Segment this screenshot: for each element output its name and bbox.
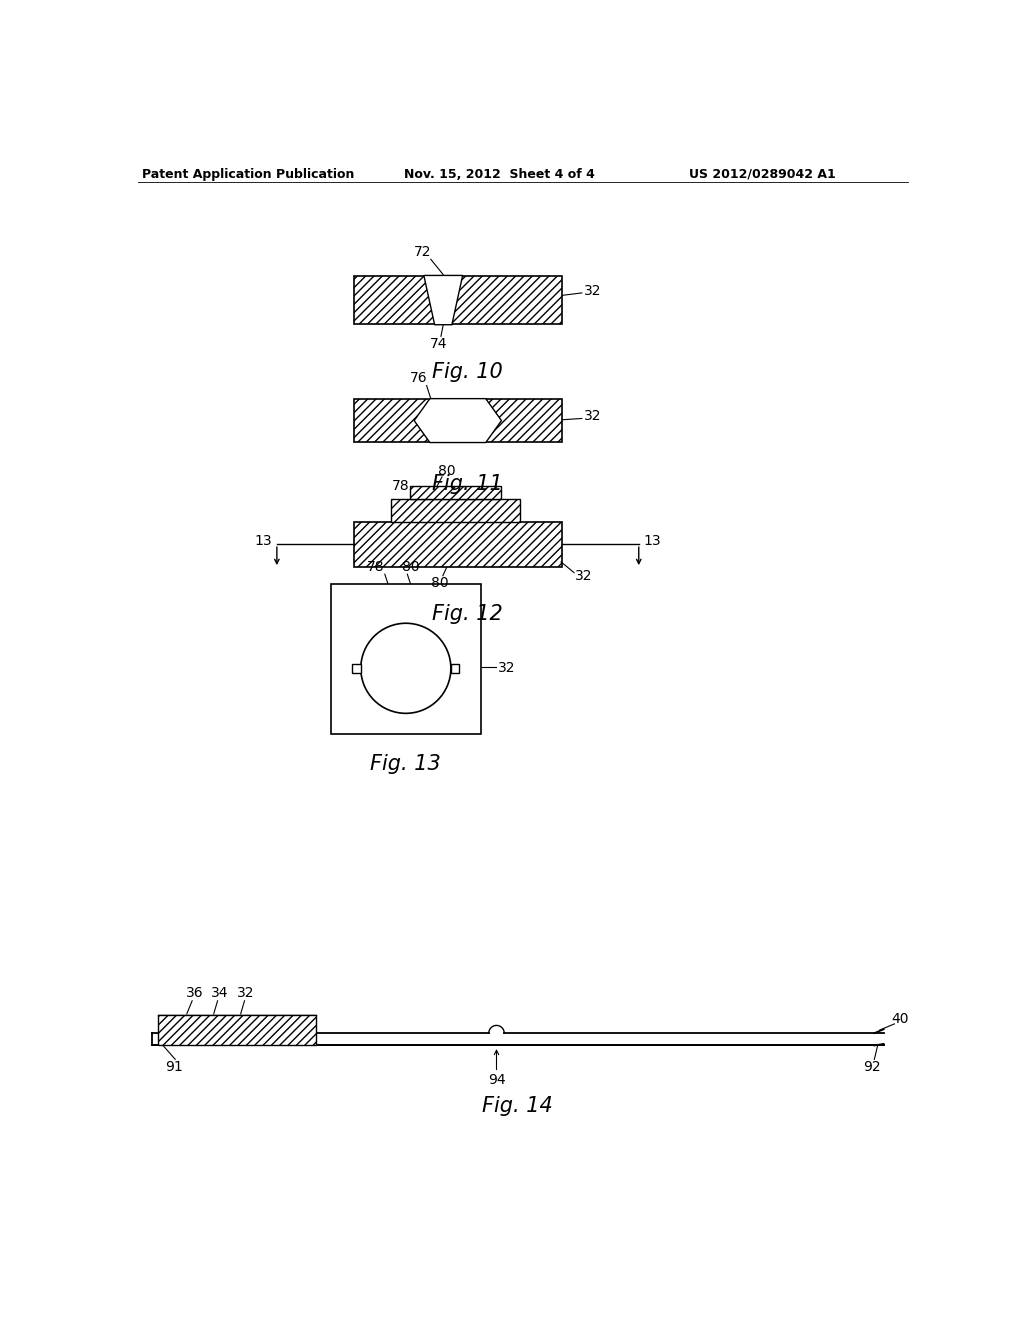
- Text: 80: 80: [401, 560, 419, 574]
- Text: 32: 32: [238, 986, 255, 1001]
- Text: 74: 74: [430, 337, 447, 351]
- Text: Fig. 12: Fig. 12: [432, 605, 503, 624]
- Text: 34: 34: [211, 986, 228, 1001]
- Text: 13: 13: [644, 535, 662, 548]
- Text: Fig. 14: Fig. 14: [482, 1096, 553, 1115]
- Text: 92: 92: [863, 1060, 881, 1074]
- Bar: [410, 486, 502, 499]
- Circle shape: [360, 623, 451, 713]
- Text: Fig. 11: Fig. 11: [432, 474, 503, 494]
- Text: 91: 91: [165, 1060, 182, 1074]
- Bar: [451, 664, 460, 672]
- Text: 80: 80: [438, 463, 456, 478]
- Bar: [354, 276, 562, 323]
- Text: 32: 32: [498, 661, 515, 676]
- Text: Nov. 15, 2012  Sheet 4 of 4: Nov. 15, 2012 Sheet 4 of 4: [403, 168, 595, 181]
- Text: Fig. 10: Fig. 10: [432, 362, 503, 381]
- Polygon shape: [414, 399, 502, 442]
- Text: 76: 76: [410, 371, 427, 385]
- Text: 32: 32: [584, 284, 601, 297]
- Text: 78: 78: [392, 479, 410, 494]
- Text: Fig. 13: Fig. 13: [371, 754, 441, 774]
- Bar: [354, 521, 562, 566]
- Text: 36: 36: [185, 986, 204, 1001]
- Bar: [391, 499, 520, 521]
- Text: 80: 80: [431, 577, 450, 590]
- Bar: [159, 1015, 316, 1045]
- Bar: [331, 585, 481, 734]
- Text: Patent Application Publication: Patent Application Publication: [142, 168, 354, 181]
- Text: 32: 32: [584, 409, 601, 424]
- Text: 72: 72: [414, 244, 431, 259]
- Bar: [354, 400, 562, 442]
- Text: US 2012/0289042 A1: US 2012/0289042 A1: [689, 168, 836, 181]
- Polygon shape: [424, 276, 463, 325]
- Text: 94: 94: [487, 1073, 505, 1088]
- Text: 13: 13: [254, 535, 271, 548]
- Text: 78: 78: [367, 560, 385, 574]
- Text: 32: 32: [574, 569, 592, 582]
- Text: 40: 40: [892, 1012, 909, 1026]
- Bar: [352, 664, 360, 672]
